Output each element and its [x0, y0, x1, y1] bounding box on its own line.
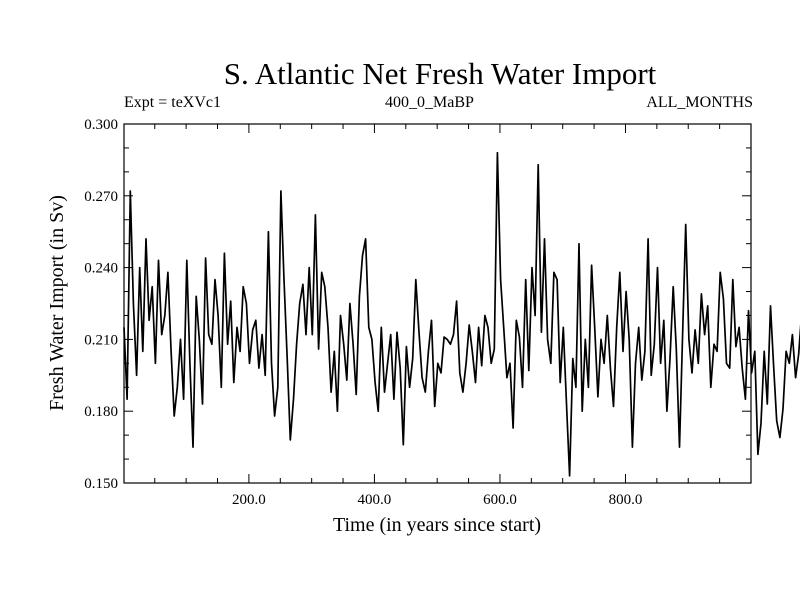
y-axis-label: Fresh Water Import (in Sv)	[46, 195, 68, 411]
x-tick-label: 600.0	[483, 492, 517, 508]
chart-title: S. Atlantic Net Fresh Water Import	[223, 56, 657, 91]
x-tick-label: 800.0	[609, 492, 643, 508]
x-axis-label: Time (in years since start)	[333, 514, 541, 536]
period-label: 400_0_MaBP	[385, 94, 474, 111]
y-tick-label: 0.240	[84, 261, 118, 277]
x-tick-label: 200.0	[232, 492, 266, 508]
months-label: ALL_MONTHS	[646, 94, 753, 111]
tick-marks	[124, 123, 751, 484]
y-tick-label: 0.300	[84, 117, 118, 133]
y-tick-label: 0.210	[84, 332, 118, 348]
y-tick-label: 0.180	[84, 404, 118, 420]
y-tick-labels: 0.150 0.180 0.210 0.240 0.270 0.300	[84, 117, 118, 492]
experiment-label: Expt = teXVc1	[124, 94, 221, 111]
fresh-water-series-line	[123, 151, 800, 477]
x-tick-labels: 200.0 400.0 600.0 800.0	[232, 492, 642, 508]
y-tick-label: 0.270	[84, 189, 118, 205]
plot-frame	[123, 123, 752, 484]
x-tick-label: 400.0	[358, 492, 392, 508]
y-tick-label: 0.150	[84, 476, 118, 492]
